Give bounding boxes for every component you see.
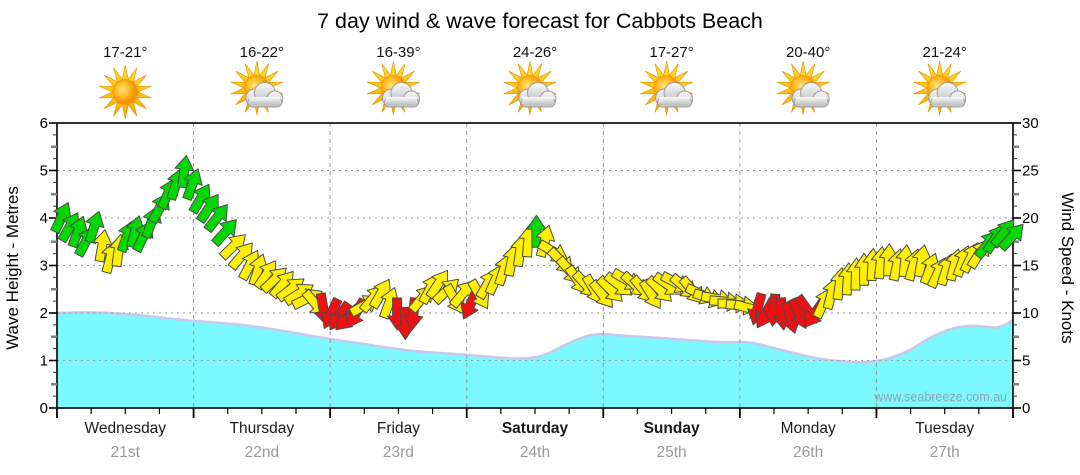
temp-range-label: 17-27° xyxy=(649,44,693,61)
right-axis-title: Wind Speed - Knots xyxy=(1058,192,1077,343)
right-tick-label: 25 xyxy=(1022,163,1039,180)
day-name-label: Friday xyxy=(377,420,420,437)
day-date-label: 25th xyxy=(656,444,686,461)
sun-cloud-icon xyxy=(366,60,420,116)
temp-range-label: 16-22° xyxy=(240,44,284,61)
cloud-shape xyxy=(928,82,967,108)
wind-arrow-icon xyxy=(174,155,195,189)
left-tick-label: 2 xyxy=(40,305,48,322)
cloud-shape xyxy=(518,82,557,108)
left-tick-label: 3 xyxy=(40,258,48,275)
day-date-label: 24th xyxy=(520,444,550,461)
wind-arrow-icon xyxy=(997,223,1024,252)
page-title: 7 day wind & wave forecast for Cabbots B… xyxy=(317,9,763,33)
wind-arrow-icon xyxy=(203,204,228,234)
left-tick-label: 6 xyxy=(40,115,48,132)
left-tick-label: 5 xyxy=(40,163,48,180)
cloud-shape xyxy=(245,82,284,108)
temp-range-label: 20-40° xyxy=(786,44,830,61)
right-tick-label: 30 xyxy=(1022,115,1039,132)
right-tick-label: 5 xyxy=(1022,353,1030,370)
day-date-label: 27th xyxy=(930,444,960,461)
day-name-label: Sunday xyxy=(644,420,700,437)
temp-range-label: 16-39° xyxy=(376,44,420,61)
day-name-label: Monday xyxy=(781,420,836,437)
cloud-shape xyxy=(381,82,420,108)
left-tick-label: 4 xyxy=(40,210,48,227)
temp-range-label: 24-26° xyxy=(513,44,557,61)
cloud-shape xyxy=(655,82,694,108)
left-tick-label: 1 xyxy=(40,353,48,370)
day-date-label: 22nd xyxy=(245,444,279,461)
wind-arrow-icon xyxy=(211,219,237,247)
sun-cloud-icon xyxy=(503,60,557,116)
watermark: www.seabreeze.com.au xyxy=(873,390,1007,404)
right-tick-label: 20 xyxy=(1022,210,1039,227)
sun-icon xyxy=(98,64,152,120)
right-tick-label: 10 xyxy=(1022,305,1039,322)
wave-height-edge xyxy=(56,311,1014,364)
sun-cloud-icon xyxy=(230,60,284,116)
sun-cloud-icon xyxy=(640,60,694,116)
day-date-label: 23rd xyxy=(383,444,414,461)
day-date-label: 21st xyxy=(111,444,141,461)
sun-cloud-icon xyxy=(913,60,967,116)
day-name-label: Thursday xyxy=(230,420,295,437)
sun-cloud-icon xyxy=(776,60,830,116)
temp-range-label: 21-24° xyxy=(923,44,967,61)
cloud-shape xyxy=(791,82,830,108)
wave-height-area xyxy=(57,312,1013,408)
left-tick-label: 0 xyxy=(40,400,48,417)
day-name-label: Saturday xyxy=(502,420,569,437)
wind-arrow-icon xyxy=(182,168,203,201)
day-name-label: Wednesday xyxy=(84,420,166,437)
temp-range-label: 17-21° xyxy=(103,44,147,61)
day-date-label: 26th xyxy=(793,444,823,461)
day-name-label: Tuesday xyxy=(915,420,974,437)
wind-arrow-icon xyxy=(84,210,105,244)
right-tick-label: 15 xyxy=(1022,258,1039,275)
right-tick-label: 0 xyxy=(1022,400,1030,417)
left-axis-title: Wave Height - Metres xyxy=(3,186,22,350)
